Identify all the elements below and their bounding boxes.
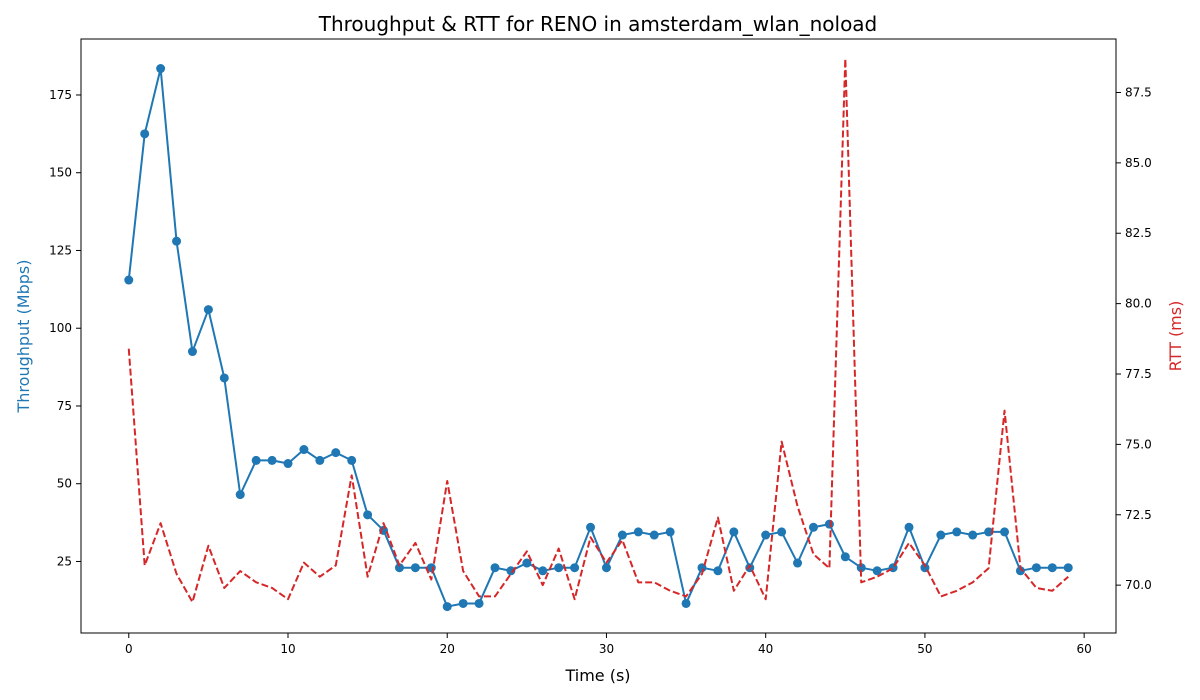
y-right-tick-label: 80.0 [1125,297,1152,311]
throughput-point [172,236,182,246]
y-right-tick-label: 85.0 [1125,156,1152,170]
throughput-point [570,563,580,573]
y-left-tick-label: 150 [49,166,72,180]
throughput-point [1000,527,1010,537]
throughput-point [1015,566,1025,576]
throughput-point [761,530,771,540]
y-right-tick-label: 87.5 [1125,85,1152,99]
chart-title: Throughput & RTT for RENO in amsterdam_w… [318,12,878,36]
throughput-point [617,530,627,540]
throughput-point [904,522,914,532]
throughput-point [363,510,373,520]
throughput-point [601,563,611,573]
throughput-point [522,558,532,568]
throughput-point [315,455,325,465]
y-right-tick-label: 77.5 [1125,367,1152,381]
throughput-point [713,566,723,576]
throughput-point [968,530,978,540]
throughput-point [665,527,675,537]
y-left-tick-label: 75 [57,399,72,413]
throughput-point [808,522,818,532]
x-tick-label: 60 [1077,642,1092,656]
y-right-tick-label: 72.5 [1125,508,1152,522]
throughput-point [538,566,548,576]
throughput-point [984,527,994,537]
throughput-point [156,64,166,74]
y-left-tick-label: 25 [57,554,72,568]
throughput-point [331,448,341,458]
throughput-point [394,563,404,573]
throughput-point [347,455,357,465]
y-left-tick-label: 175 [49,88,72,102]
y-left-axis-ticks: 25 50 75 100 125 150 175 [49,88,81,568]
throughput-point [856,563,866,573]
x-tick-label: 10 [280,642,295,656]
throughput-point [299,445,309,455]
plot-frame [80,38,1117,634]
throughput-point [681,598,691,608]
y-right-tick-label: 82.5 [1125,226,1152,240]
x-tick-label: 0 [125,642,133,656]
y-right-tick-label: 70.0 [1125,578,1152,592]
throughput-point [124,275,134,285]
throughput-line [127,67,1069,608]
throughput-point [187,347,197,357]
throughput-point [283,459,293,469]
y-left-tick-label: 125 [49,243,72,257]
x-tick-label: 50 [917,642,932,656]
throughput-point [1063,563,1073,573]
throughput-point [490,563,500,573]
throughput-point [793,558,803,568]
x-axis-label: Time (s) [564,666,630,685]
x-axis-ticks: 0 10 20 30 40 50 60 [125,633,1092,656]
throughput-point [267,455,277,465]
throughput-point [140,129,150,139]
throughput-point [458,598,468,608]
throughput-point [633,527,643,537]
y-left-tick-label: 100 [49,321,72,335]
throughput-point [824,519,834,529]
throughput-point [410,563,420,573]
throughput-point [203,305,213,315]
throughput-point [840,552,850,562]
y-left-tick-label: 50 [57,477,72,491]
throughput-point [219,373,229,383]
throughput-point [1047,563,1057,573]
y-right-axis-label: RTT (ms) [1166,301,1185,372]
throughput-point [442,602,452,612]
throughput-point [649,530,659,540]
throughput-point [251,455,261,465]
throughput-point [872,566,882,576]
throughput-point [506,566,516,576]
y-left-axis-label: Throughput (Mbps) [14,260,33,414]
throughput-point [936,530,946,540]
throughput-point [586,522,596,532]
throughput-point [235,490,245,500]
throughput-point [474,598,484,608]
throughput-point [952,527,962,537]
x-tick-label: 40 [758,642,773,656]
throughput-point [729,527,739,537]
throughput-point [554,563,564,573]
throughput-point [777,527,787,537]
x-tick-label: 20 [440,642,455,656]
series-layer [124,57,1073,612]
throughput-point [1031,563,1041,573]
y-right-tick-label: 75.0 [1125,437,1152,451]
y-right-axis-ticks: 70.0 72.5 75.0 77.5 80.0 82.5 85.0 87.5 [1116,85,1152,592]
rtt-line [127,57,1069,604]
x-tick-label: 30 [599,642,614,656]
